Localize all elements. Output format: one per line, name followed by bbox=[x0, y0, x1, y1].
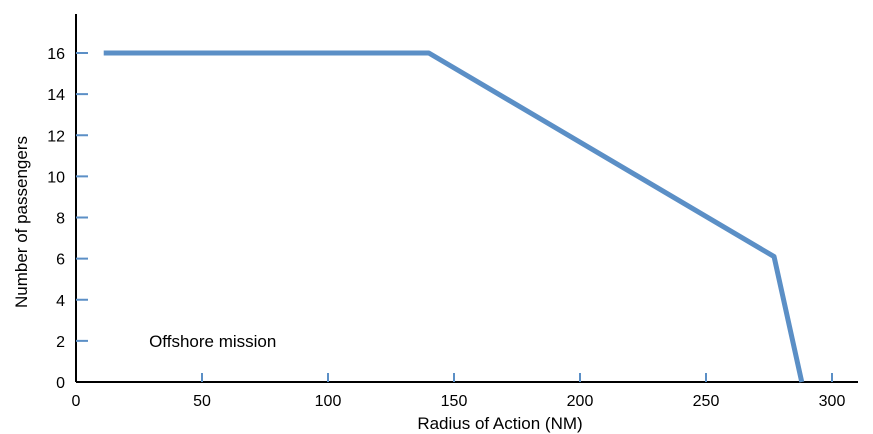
y-tick-label: 2 bbox=[56, 334, 65, 351]
chart-annotation: Offshore mission bbox=[149, 332, 276, 351]
y-tick-label: 0 bbox=[56, 375, 65, 392]
x-tick-label: 50 bbox=[193, 393, 211, 410]
x-tick-label: 150 bbox=[441, 393, 468, 410]
x-tick-label: 0 bbox=[72, 393, 81, 410]
y-tick-label: 6 bbox=[56, 252, 65, 269]
x-tick-label: 100 bbox=[315, 393, 342, 410]
axes bbox=[75, 14, 858, 383]
y-tick-label: 14 bbox=[47, 87, 65, 104]
y-tick-label: 10 bbox=[47, 169, 65, 186]
y-tick-label: 12 bbox=[47, 128, 65, 145]
x-tick-label: 250 bbox=[693, 393, 720, 410]
x-tick-label: 300 bbox=[819, 393, 846, 410]
y-tick-label: 4 bbox=[56, 293, 65, 310]
x-ticks: 0 50 100 150 200 250 300 bbox=[72, 373, 846, 410]
series-line bbox=[103, 50, 805, 383]
x-axis-title: Radius of Action (NM) bbox=[417, 414, 582, 433]
y-axis-title: Number of passengers bbox=[12, 136, 31, 308]
y-tick-label: 8 bbox=[56, 211, 65, 228]
series-layer bbox=[103, 50, 805, 383]
y-tick-label: 16 bbox=[47, 46, 65, 63]
x-tick-label: 200 bbox=[567, 393, 594, 410]
y-ticks: 0 2 4 6 8 10 12 14 16 bbox=[47, 46, 88, 392]
